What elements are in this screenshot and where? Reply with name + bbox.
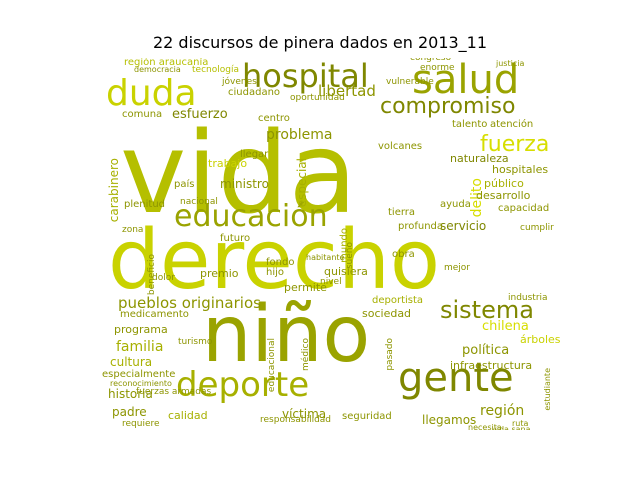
cloud-word: jóvenes [222,77,257,87]
cloud-word: zona [122,225,144,235]
cloud-word: sociedad [362,307,412,320]
cloud-word: hospital [242,58,369,95]
cloud-word: talento [452,119,488,130]
cloud-word: educacional [267,338,277,393]
cloud-word: víctima [282,407,327,421]
cloud-word: atención [490,119,534,130]
cloud-word: obra [392,249,415,260]
cloud-word: problema [266,127,333,143]
cloud-word: país [174,179,195,190]
cloud-word: industria [508,293,548,303]
cloud-word: hospitales [492,163,549,176]
cloud-word: hijo [266,267,285,278]
cloud-word: ayuda [440,199,471,210]
cloud-word: mejor [444,263,471,273]
cloud-word: pasado [385,338,395,371]
cloud-word: región araucanía [124,58,209,68]
cloud-word: calidad [168,409,208,422]
cloud-word: ministro [220,177,269,191]
cloud-word: esfuerzo [172,107,228,122]
cloud-word: premio [200,267,239,280]
cloud-word: vida [120,109,358,239]
cloud-word: profunda [398,221,444,232]
cloud-word: necesita [468,423,502,431]
cloud-word: responsabilidad [260,415,332,425]
cloud-word: niño [202,290,371,380]
cloud-word: cumplir [520,223,554,233]
cloud-word: servicio [440,219,487,233]
cloud-word: trabajo [208,157,248,170]
chart-title: 22 discursos de pinera dados en 2013_11 [152,33,488,52]
cloud-word: congreso [410,58,452,63]
cloud-word: vida sana [492,425,531,431]
cloud-word: deportista [372,295,424,306]
cloud-word: capacidad [498,203,550,214]
cloud-word: sueño [345,242,355,270]
cloud-word: libertad [318,82,376,100]
cloud-word: historia [108,387,153,401]
cloud-word: estudiante [543,368,552,411]
cloud-word: educación [174,199,328,234]
cloud-word: deporte [176,365,310,405]
cloud-word: enorme [420,63,455,73]
cloud-word: permite [284,281,327,294]
cloud-word: dolor [152,273,175,283]
cloud-word: medicamento [120,309,189,320]
cloud-word: padre [112,405,147,419]
cloud-word: nivel [320,277,342,287]
cloud-word: especialmente [102,369,176,380]
cloud-word: tecnología [192,65,239,75]
cloud-word: sistema [440,296,534,324]
cloud-word: desarrollo [476,189,531,202]
cloud-word: justicia [496,59,525,68]
cloud-word: árboles [520,333,560,346]
cloud-word: infraestructura [450,359,533,372]
cloud-word: público [484,177,524,190]
cloud-word: vulnerable [386,77,434,87]
cloud-word: ruta [512,419,529,428]
cloud-word: futuro [220,233,251,244]
cloud-word: turismo [178,337,213,347]
cloud-word: oportunidad [290,93,345,103]
cloud-word: familia [116,339,164,355]
cloud-word: seguridad [342,411,392,422]
cloud-word: democracia [134,65,181,74]
cloud-word: fuerza [480,132,550,157]
cloud-word: salud [412,58,520,103]
cloud-word: compromiso [380,94,516,119]
cloud-word: llegamos [422,413,477,427]
cloud-word: chilena [482,319,529,334]
cloud-word: habitante [306,253,345,262]
cloud-word: naturaleza [450,152,509,165]
cloud-word: tierra [388,207,416,218]
cloud-word: centro [258,113,290,124]
cloud-word: derecho [108,213,441,308]
cloud-word: política [462,343,510,358]
cloud-word: llegar [240,149,269,160]
cloud-word: nacional [180,197,218,207]
cloud-word: ciudadano [228,87,281,98]
cloud-word: programa [114,323,168,336]
cloud-word: especial [295,158,309,208]
cloud-word: duda [106,73,197,114]
word-cloud: vida derecho niño duda hospital salud compromi… [80,58,560,430]
cloud-word: carabinero [107,158,121,223]
cloud-word: quisiera [324,265,368,278]
cloud-word: requiere [122,419,160,429]
cloud-word: plenitud [124,199,166,210]
cloud-word: comuna [122,109,163,120]
cloud-word: gente [398,355,514,401]
cloud-word: fuerzas armadas [136,387,212,397]
cloud-word: pueblos originarios [118,294,261,312]
cloud-word: cultura [110,355,153,369]
cloud-word: volcanes [378,141,423,152]
cloud-word: región [480,403,525,419]
cloud-word: reconocimiento [110,379,172,388]
cloud-word: fondo [266,257,295,268]
cloud-word: médico [301,338,311,371]
